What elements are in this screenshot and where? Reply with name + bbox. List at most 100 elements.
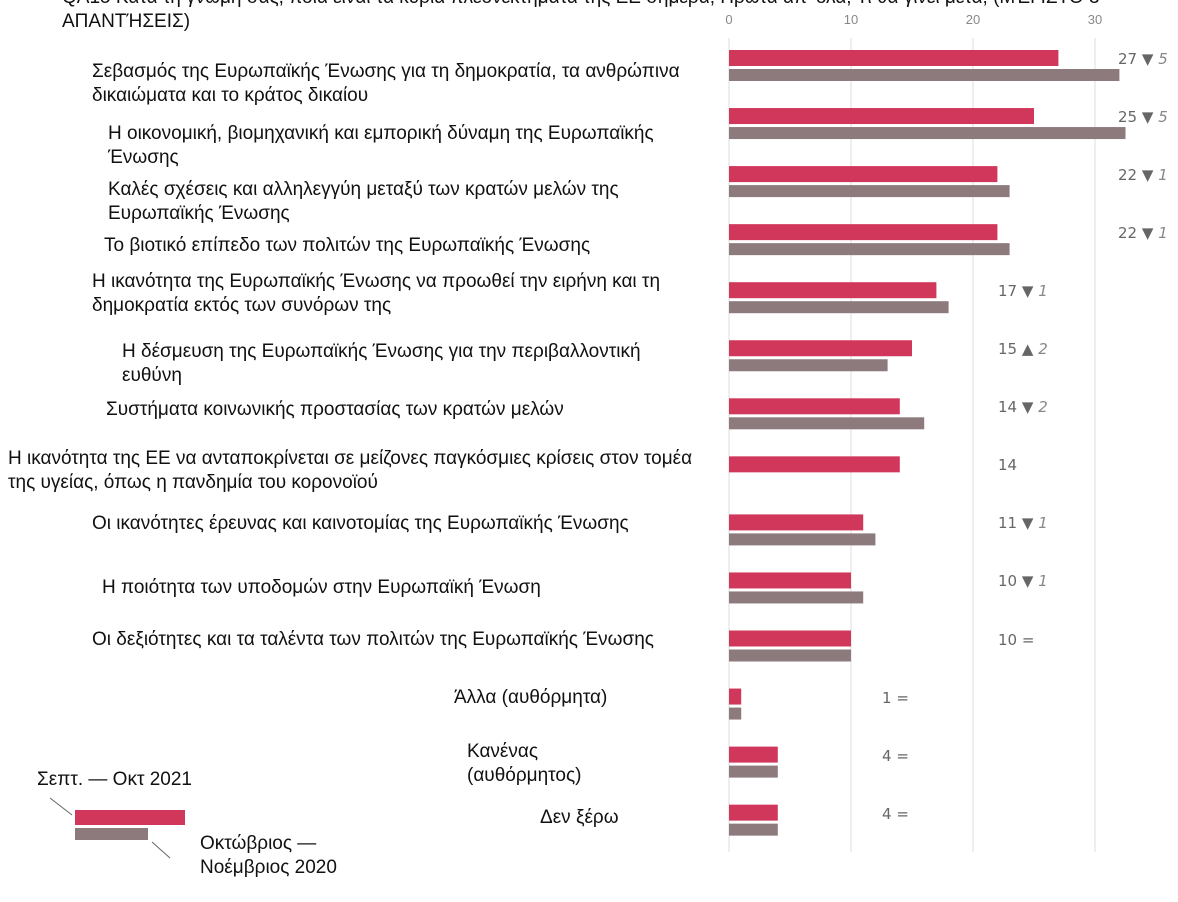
change-value: 2: [1038, 398, 1048, 417]
bar: [729, 50, 1059, 66]
change-symbol: =: [896, 688, 909, 707]
change-symbol: =: [896, 746, 909, 765]
change-value: 2: [1038, 340, 1048, 359]
value-label: 10: [998, 630, 1018, 649]
category-label: Συστήματα κοινωνικής προστασίας των κρατ…: [106, 399, 564, 420]
category-label: Η ικανότητα της ΕΕ να ανταποκρίνεται σε …: [8, 448, 693, 493]
category-label: Σεβασμός της Ευρωπαϊκής Ένωσης για τη δη…: [92, 61, 680, 106]
value-label: 25: [1118, 108, 1138, 127]
bar: [729, 823, 778, 836]
category-label: Δεν ξέρω: [540, 807, 619, 828]
change-symbol: =: [1021, 630, 1035, 649]
bar: [729, 591, 864, 604]
category-label: Η δέσμευση της Ευρωπαϊκής Ένωσης για την…: [122, 341, 641, 386]
bar: [729, 340, 912, 357]
change-symbol: ▼: [1021, 514, 1034, 533]
category-label: Κανένας (αυθόρμητος): [467, 741, 582, 786]
change-annotation: 4 =: [882, 747, 909, 765]
change-symbol: ▼: [1141, 224, 1154, 243]
legend-leader: [151, 841, 171, 859]
change-value: 1: [1038, 282, 1048, 301]
category-label: Καλές σχέσεις και αλληλεγγύη μεταξύ των …: [108, 179, 619, 224]
x-tick-label: 30: [1087, 12, 1103, 27]
change-value: 5: [1158, 50, 1168, 68]
bar: [729, 127, 1126, 140]
change-symbol: ▼: [1141, 108, 1154, 127]
change-annotation: 4 =: [882, 805, 909, 823]
change-annotation: 17 ▼ 1: [998, 282, 1048, 300]
value-label: 4: [882, 746, 892, 765]
legend-label: Οκτώβριος — Νοέμβριος 2020: [200, 833, 337, 878]
value-label: 14: [998, 456, 1018, 475]
value-label: 22: [1118, 224, 1138, 243]
change-value: 1: [1038, 572, 1048, 591]
category-label: Οι ικανότητες έρευνας και καινοτομίας τη…: [92, 513, 629, 534]
change-annotation: 25 ▼ 5: [1118, 108, 1168, 126]
change-annotation: 15 ▲ 2: [998, 340, 1048, 358]
value-label: 14: [998, 398, 1018, 417]
bar: [729, 533, 876, 546]
change-annotation: 14: [998, 456, 1017, 474]
change-annotation: 27 ▼ 5: [1118, 50, 1168, 68]
bar: [729, 282, 937, 299]
bar: [729, 185, 1010, 198]
bar: [729, 688, 742, 705]
bar: [729, 707, 742, 720]
value-label: 27: [1118, 50, 1138, 68]
x-tick-label: 20: [965, 12, 981, 27]
bar: [729, 398, 900, 415]
value-label: 17: [998, 282, 1018, 301]
bar: [729, 166, 998, 183]
change-symbol: ▼: [1141, 166, 1154, 185]
category-label: Οι δεξιότητες και τα ταλέντα των πολιτών…: [92, 629, 654, 650]
change-symbol: ▼: [1021, 282, 1034, 301]
bar: [729, 69, 1120, 81]
change-symbol: ▼: [1021, 572, 1034, 591]
change-symbol: ▲: [1021, 340, 1034, 359]
value-label: 11: [998, 514, 1018, 533]
bar: [729, 765, 778, 778]
bar: [729, 359, 888, 372]
bar: [729, 649, 851, 662]
change-annotation: 10 =: [998, 631, 1034, 649]
bar: [729, 108, 1034, 125]
category-label: Άλλα (αυθόρμητα): [454, 687, 608, 708]
legend-label: Σεπτ. — Οκτ 2021: [37, 769, 192, 790]
change-symbol: =: [896, 804, 909, 823]
bar: [729, 417, 925, 430]
bar: [729, 243, 1010, 256]
bar: [729, 630, 851, 647]
category-label: Η οικονομική, βιομηχανική και εμπορική δ…: [108, 123, 654, 168]
category-label: Η ικανότητα της Ευρωπαϊκής Ένωσης να προ…: [92, 271, 661, 316]
bar: [729, 804, 778, 821]
value-label: 15: [998, 340, 1018, 359]
legend-leader: [49, 797, 73, 816]
x-tick-label: 10: [843, 12, 859, 27]
change-symbol: ▼: [1141, 50, 1154, 68]
change-annotation: 10 ▼ 1: [998, 572, 1048, 590]
change-annotation: 11 ▼ 1: [998, 514, 1048, 532]
bar: [729, 572, 851, 589]
bar: [729, 456, 900, 473]
value-label: 10: [998, 572, 1018, 591]
change-annotation: 1 =: [882, 689, 909, 707]
change-annotation: 14 ▼ 2: [998, 398, 1048, 416]
change-value: 1: [1038, 514, 1048, 533]
bar: [729, 514, 864, 531]
change-value: 5: [1158, 108, 1168, 127]
category-label: Η ποιότητα των υποδομών στην Ευρωπαϊκή Έ…: [102, 577, 541, 598]
change-value: 1: [1158, 224, 1168, 243]
change-annotation: 22 ▼ 1: [1118, 166, 1168, 184]
chart-title: QA15 Κατά τη γνώμη σας, ποια είναι τα κύ…: [62, 0, 1100, 32]
category-label: Το βιοτικό επίπεδο των πολιτών της Ευρωπ…: [104, 235, 591, 256]
legend-swatch: [75, 810, 185, 825]
change-value: 1: [1158, 166, 1168, 185]
legend-swatch: [75, 828, 148, 840]
value-label: 22: [1118, 166, 1138, 185]
value-label: 4: [882, 804, 892, 823]
change-annotation: 22 ▼ 1: [1118, 224, 1168, 242]
bar: [729, 746, 778, 763]
value-label: 1: [882, 688, 892, 707]
